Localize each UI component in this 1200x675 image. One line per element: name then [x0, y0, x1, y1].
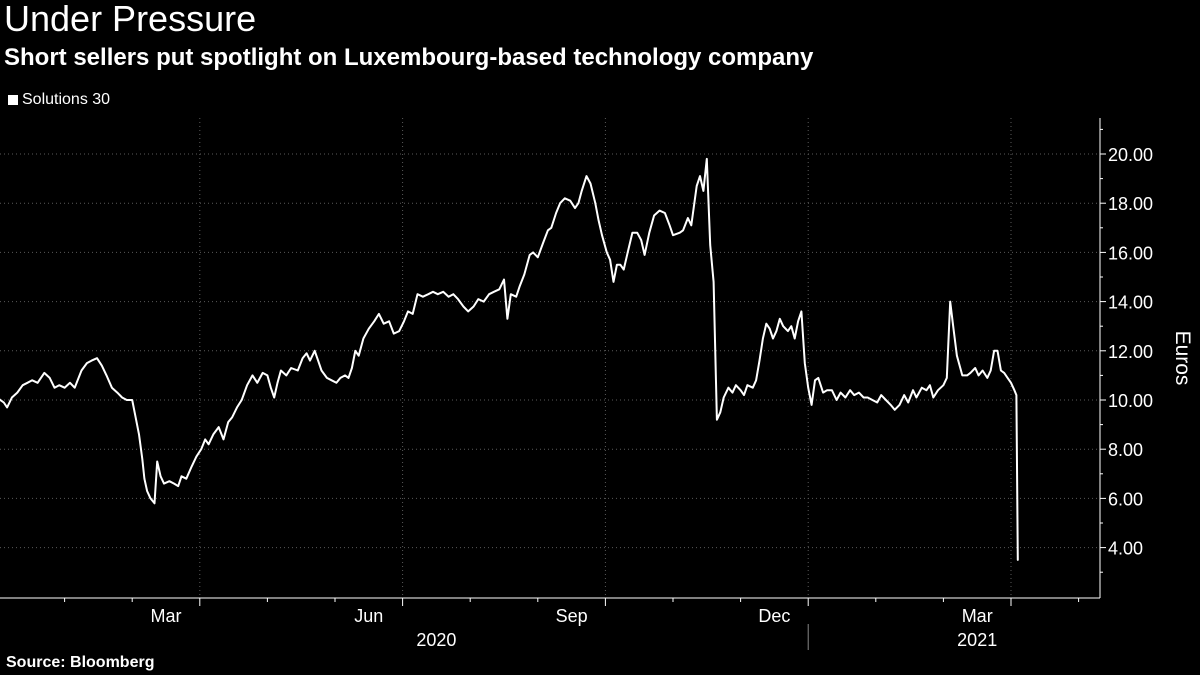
y-tick-label: 10.00: [1108, 391, 1153, 411]
series-line-solutions-30: [0, 157, 1019, 561]
y-tick-label: 20.00: [1108, 145, 1153, 165]
year-label: 2020: [416, 630, 456, 650]
y-tick-label: 4.00: [1108, 539, 1143, 559]
legend-swatch: [8, 95, 18, 105]
x-tick-label: Jun: [354, 606, 383, 626]
y-tick-label: 8.00: [1108, 440, 1143, 460]
legend-label: Solutions 30: [22, 91, 111, 108]
x-tick-label: Mar: [151, 606, 182, 626]
x-tick-label: Dec: [758, 606, 790, 626]
y-tick-label: 14.00: [1108, 293, 1153, 313]
y-axis-title: Euros: [1171, 331, 1194, 386]
x-tick-label: Sep: [556, 606, 588, 626]
year-label: 2021: [957, 630, 997, 650]
chart-subtitle: Short sellers put spotlight on Luxembour…: [4, 44, 814, 71]
y-tick-label: 6.00: [1108, 489, 1143, 509]
chart-legend: Solutions 30: [8, 91, 110, 109]
x-tick-label: Mar: [962, 606, 993, 626]
chart-title: Under Pressure: [4, 0, 257, 39]
source-note: Source: Bloomberg: [6, 654, 155, 671]
y-tick-label: 18.00: [1108, 194, 1153, 214]
y-tick-label: 16.00: [1108, 243, 1153, 263]
y-tick-label: 12.00: [1108, 342, 1153, 362]
